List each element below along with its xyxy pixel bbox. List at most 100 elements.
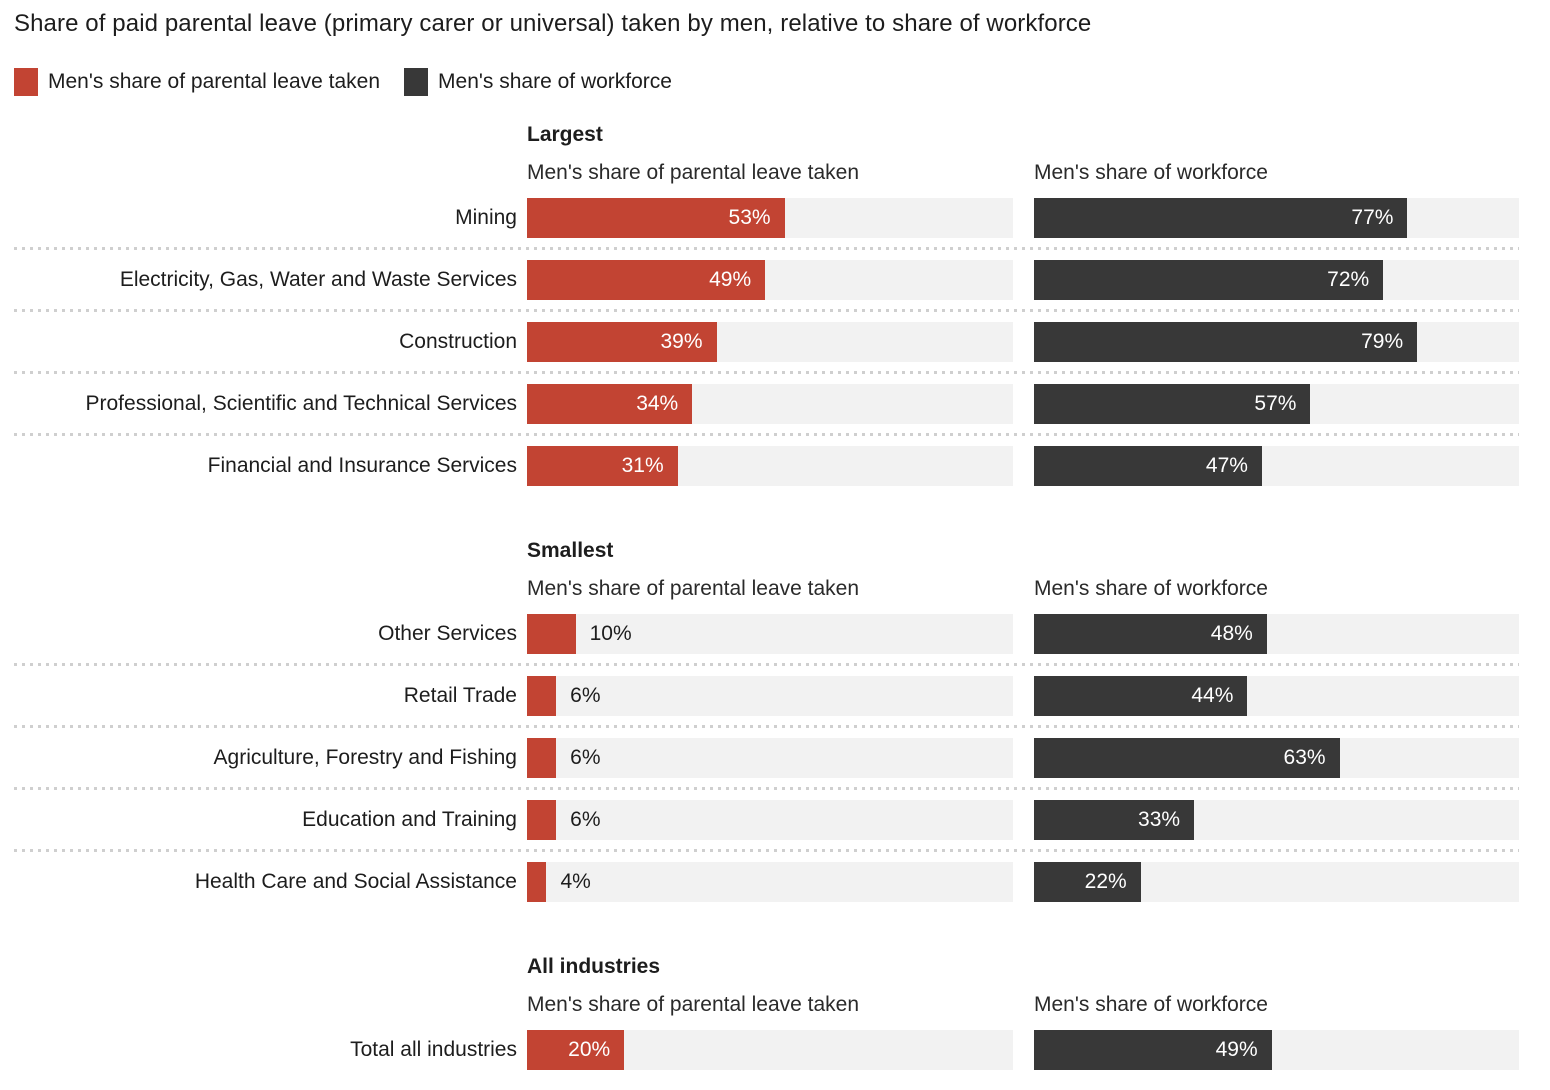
bar-workforce-track: 47%	[1034, 446, 1519, 486]
rows: Mining 53% 77% Electricity, Gas, Water and …	[0, 198, 1550, 486]
row-label: Financial and Insurance Services	[207, 454, 517, 477]
bar-parental-leave-value: 4%	[560, 870, 591, 893]
bar-workforce-fill: 47%	[1034, 446, 1262, 486]
bar-workforce-track: 57%	[1034, 384, 1519, 424]
row-label: Mining	[455, 206, 517, 229]
bar-parental-leave-value: 31%	[621, 454, 664, 477]
bar-parental-leave-fill: 31%	[527, 446, 678, 486]
column-headers: Men's share of parental leave taken Men's…	[527, 577, 1550, 600]
bar-row: Other Services 10% 48%	[0, 614, 1550, 654]
bar-parental-leave-value: 20%	[568, 1038, 611, 1061]
bar-workforce-fill: 57%	[1034, 384, 1311, 424]
bar-parental-leave-track: 6%	[527, 676, 1013, 716]
bar-row: Health Care and Social Assistance 4% 22%	[0, 862, 1550, 902]
bar-workforce-fill: 63%	[1034, 738, 1340, 778]
bar-parental-leave-fill	[527, 738, 557, 778]
rows: Other Services 10% 48% Retail Trade 6% 44% Agr…	[0, 614, 1550, 902]
bar-row: Education and Training 6% 33%	[0, 800, 1550, 840]
bar-parental-leave-track: 4%	[527, 862, 1013, 902]
bar-workforce-track: 63%	[1034, 738, 1519, 778]
bar-row: Mining 53% 77%	[0, 198, 1550, 238]
bar-workforce-fill: 77%	[1034, 198, 1408, 238]
bar-workforce-fill: 49%	[1034, 1030, 1272, 1070]
row-separator	[14, 247, 1519, 250]
row-separator	[14, 787, 1519, 790]
row-label: Construction	[399, 330, 517, 353]
bar-workforce-value: 47%	[1205, 454, 1248, 477]
row-separator	[14, 725, 1519, 728]
bar-parental-leave-track: 53%	[527, 198, 1013, 238]
bar-workforce-value: 22%	[1084, 870, 1127, 893]
bar-parental-leave-value: 49%	[709, 268, 752, 291]
bar-row: Electricity, Gas, Water and Waste Servic…	[0, 260, 1550, 300]
bar-workforce-fill: 72%	[1034, 260, 1384, 300]
column-header-workforce: Men's share of workforce	[1034, 577, 1268, 600]
bar-workforce-value: 79%	[1361, 330, 1404, 353]
bar-parental-leave-track: 10%	[527, 614, 1013, 654]
bar-row: Total all industries 20% 49%	[0, 1030, 1550, 1070]
row-label: Professional, Scientific and Technical S…	[85, 392, 518, 415]
bar-parental-leave-value: 6%	[570, 808, 601, 831]
legend-item-workforce: Men's share of workforce	[404, 68, 672, 96]
row-separator	[14, 371, 1519, 374]
legend-item-parental-leave: Men's share of parental leave taken	[14, 68, 380, 96]
legend-swatch-parental-leave-icon	[14, 68, 38, 96]
bar-workforce-fill: 48%	[1034, 614, 1267, 654]
bar-workforce-value: 33%	[1138, 808, 1181, 831]
bar-parental-leave-value: 34%	[636, 392, 679, 415]
bar-parental-leave-fill: 49%	[527, 260, 766, 300]
row-label: Education and Training	[302, 808, 517, 831]
column-headers: Men's share of parental leave taken Men's…	[527, 161, 1550, 184]
bar-parental-leave-fill	[527, 676, 557, 716]
bar-row: Retail Trade 6% 44%	[0, 676, 1550, 716]
row-label: Other Services	[378, 622, 517, 645]
bar-parental-leave-value: 53%	[728, 206, 771, 229]
bar-workforce-value: 49%	[1215, 1038, 1258, 1061]
bar-workforce-track: 79%	[1034, 322, 1519, 362]
section: All industries Men's share of parental le…	[0, 956, 1550, 1070]
row-separator	[14, 433, 1519, 436]
chart: Largest Men's share of parental leave tak…	[0, 124, 1550, 1070]
column-header-parental-leave: Men's share of parental leave taken	[527, 161, 860, 184]
row-separator	[14, 309, 1519, 312]
bar-parental-leave-fill: 34%	[527, 384, 693, 424]
row-label: Retail Trade	[403, 684, 517, 707]
row-label: Agriculture, Forestry and Fishing	[213, 746, 517, 769]
row-label: Electricity, Gas, Water and Waste Servic…	[119, 268, 517, 291]
bar-workforce-value: 48%	[1210, 622, 1253, 645]
column-header-workforce: Men's share of workforce	[1034, 161, 1268, 184]
column-header-workforce: Men's share of workforce	[1034, 993, 1268, 1016]
bar-parental-leave-fill: 53%	[527, 198, 785, 238]
bar-parental-leave-track: 31%	[527, 446, 1013, 486]
bar-workforce-value: 44%	[1191, 684, 1234, 707]
section-heading: Largest	[527, 123, 603, 146]
bar-parental-leave-fill	[527, 862, 547, 902]
bar-parental-leave-fill: 20%	[527, 1030, 625, 1070]
bar-workforce-fill: 44%	[1034, 676, 1248, 716]
section: Largest Men's share of parental leave tak…	[0, 124, 1550, 486]
bar-workforce-value: 77%	[1351, 206, 1394, 229]
row-separator	[14, 849, 1519, 852]
section: Smallest Men's share of parental leave ta…	[0, 540, 1550, 902]
bar-parental-leave-track: 20%	[527, 1030, 1013, 1070]
bar-workforce-value: 63%	[1283, 746, 1326, 769]
bar-parental-leave-fill: 39%	[527, 322, 717, 362]
bar-workforce-fill: 79%	[1034, 322, 1418, 362]
bar-parental-leave-value: 10%	[589, 622, 632, 645]
bar-row: Agriculture, Forestry and Fishing 6% 63%	[0, 738, 1550, 778]
bar-parental-leave-value: 6%	[570, 746, 601, 769]
bar-parental-leave-track: 6%	[527, 738, 1013, 778]
legend-swatch-workforce-icon	[404, 68, 429, 96]
legend-label-workforce: Men's share of workforce	[438, 70, 672, 93]
column-header-parental-leave: Men's share of parental leave taken	[527, 577, 860, 600]
bar-workforce-value: 72%	[1327, 268, 1370, 291]
bar-row: Construction 39% 79%	[0, 322, 1550, 362]
rows: Total all industries 20% 49%	[0, 1030, 1550, 1070]
legend: Men's share of parental leave taken Men'…	[14, 68, 1550, 96]
bar-parental-leave-track: 34%	[527, 384, 1013, 424]
row-label: Total all industries	[350, 1038, 517, 1061]
section-heading: All industries	[527, 955, 661, 978]
bar-parental-leave-track: 49%	[527, 260, 1013, 300]
row-separator	[14, 663, 1519, 666]
bar-workforce-track: 72%	[1034, 260, 1519, 300]
